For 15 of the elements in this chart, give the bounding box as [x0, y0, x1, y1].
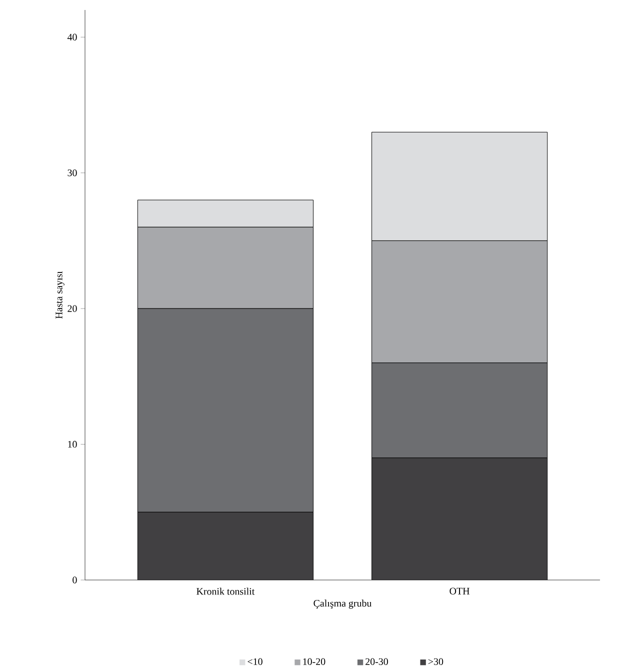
legend-label: 20-30	[366, 658, 388, 666]
y-tick-label: 10	[68, 440, 77, 448]
y-tick-label: 40	[67, 34, 77, 40]
legend-label: <10	[248, 658, 262, 666]
bar	[372, 458, 548, 580]
bar	[138, 512, 314, 580]
y-tick-label: 30	[68, 169, 77, 176]
x-tick-label: OTH	[450, 588, 470, 594]
x-axis-title: Çalışma grubu	[314, 600, 372, 609]
legend-label: 10-20	[303, 658, 326, 666]
x-tick-label: Kronik tonsilit	[196, 588, 255, 595]
y-axis-title: Hasta sayısı	[56, 271, 64, 319]
y-tick-label: 0	[72, 576, 77, 584]
legend-label: >30	[428, 658, 444, 666]
y-tick-label: 20	[68, 305, 77, 312]
